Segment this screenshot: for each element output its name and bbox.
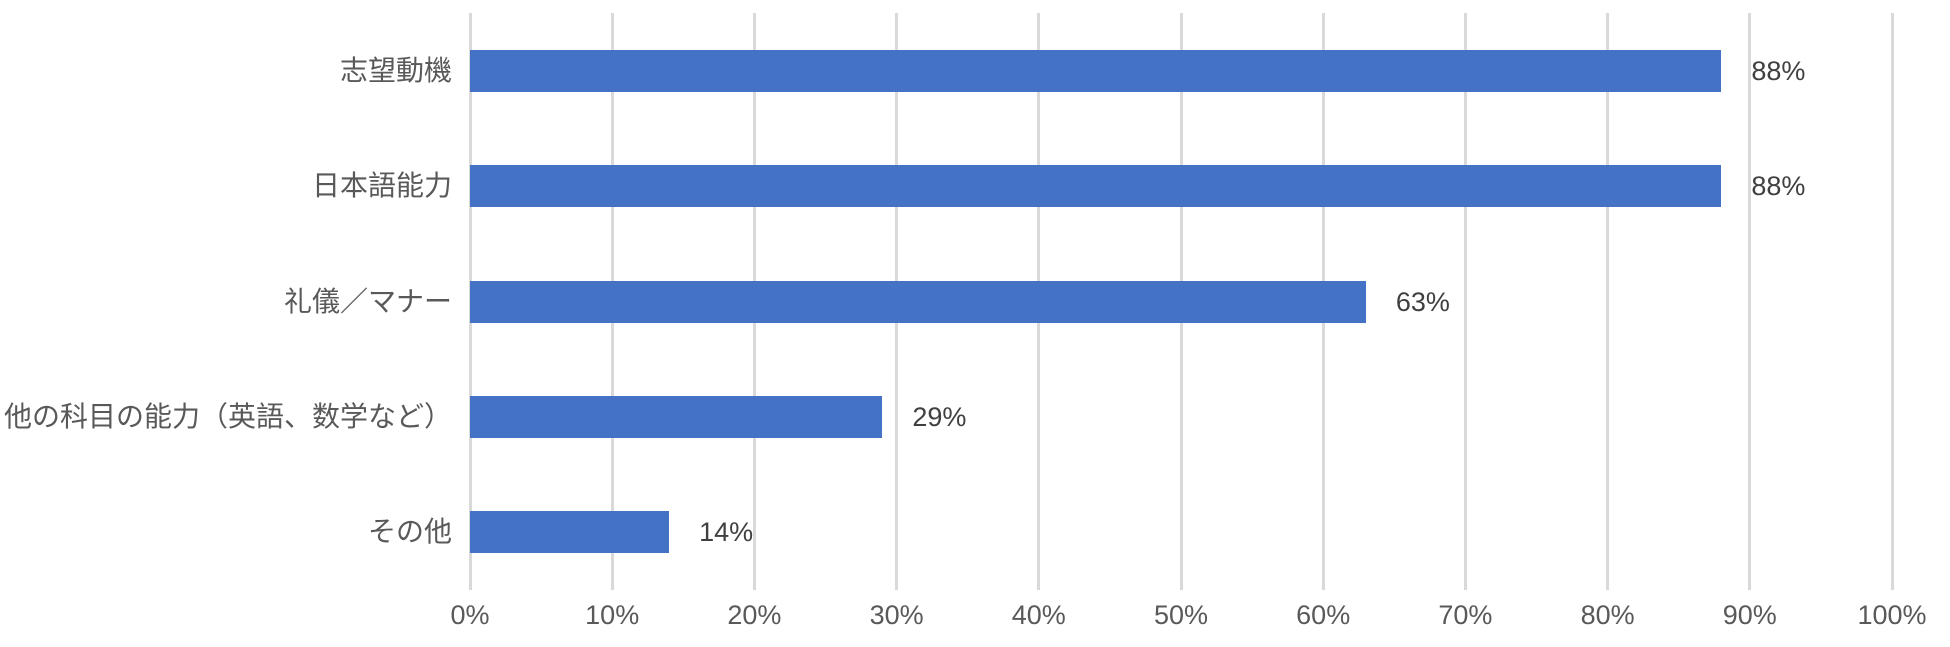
bar[interactable] (470, 511, 670, 554)
category-label: その他 (367, 516, 452, 548)
x-tick-label: 60% (1296, 600, 1351, 630)
x-tick-label: 10% (585, 600, 640, 630)
x-tick-label: 70% (1438, 600, 1493, 630)
gridline (1606, 13, 1610, 590)
category-label: 日本語能力 (311, 170, 452, 202)
category-label: 他の科目の能力（英語、数学など） (3, 400, 452, 432)
bar-value-label: 88% (1751, 55, 1806, 86)
plot-area: 88% 88% 63% 29% 14% (468, 13, 1894, 590)
x-tick-label: 80% (1580, 600, 1635, 630)
x-tick-label: 0% (450, 600, 490, 630)
bar[interactable] (470, 395, 883, 438)
x-tick-label: 100% (1857, 600, 1927, 630)
bar-value-label: 29% (912, 401, 967, 432)
bar-value-label: 14% (699, 517, 754, 548)
bar[interactable] (470, 165, 1722, 208)
bar-value-label: 63% (1395, 286, 1450, 317)
gridline (1463, 13, 1467, 590)
x-tick-label: 50% (1153, 600, 1209, 630)
x-tick-label: 90% (1722, 600, 1777, 630)
bar[interactable] (470, 280, 1366, 323)
x-tick-label: 30% (869, 600, 924, 630)
bar-value-label: 88% (1751, 171, 1806, 202)
x-tick-label: 20% (727, 600, 782, 630)
gridline (1890, 13, 1894, 590)
category-label: 志望動機 (339, 54, 452, 86)
category-label: 礼儀／マナー (283, 285, 452, 317)
gridline (1748, 13, 1752, 590)
x-tick-label: 40% (1011, 600, 1066, 630)
bar[interactable] (470, 49, 1722, 92)
